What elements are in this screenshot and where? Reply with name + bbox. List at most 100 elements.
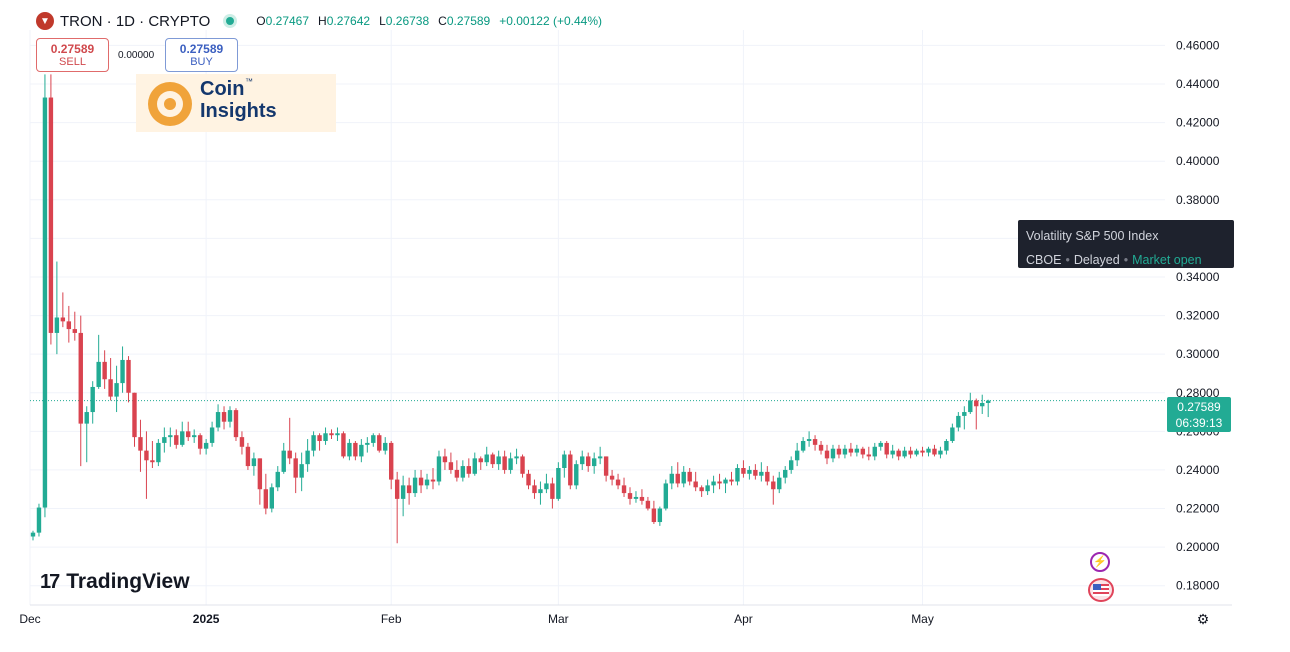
candle — [926, 446, 931, 457]
tradingview-mark-icon: 17 — [40, 570, 60, 593]
candle — [580, 450, 585, 470]
candle-body — [257, 458, 263, 490]
candle — [203, 439, 209, 455]
candle — [335, 427, 340, 441]
candle — [359, 439, 364, 463]
candle-body — [502, 456, 507, 470]
candle-body — [478, 458, 483, 463]
candle-body — [406, 485, 412, 494]
candle-body — [591, 458, 597, 467]
candle-body — [675, 473, 680, 484]
candle-body — [305, 450, 310, 465]
candle-body — [460, 466, 466, 478]
candle-body — [878, 442, 883, 447]
candle — [102, 350, 107, 389]
candle-body — [144, 450, 149, 461]
candle — [478, 456, 483, 470]
candle-body — [651, 508, 657, 523]
candle — [156, 439, 161, 467]
candle — [771, 475, 776, 505]
candle-body — [794, 450, 800, 461]
candle-body — [824, 450, 830, 459]
candle — [842, 444, 848, 459]
candle — [759, 462, 764, 482]
candle — [824, 444, 830, 465]
candle-body — [293, 458, 298, 478]
candle-body — [687, 471, 692, 482]
candle-body — [281, 450, 286, 472]
y-tick-label: 0.30000 — [1176, 347, 1220, 361]
candle — [466, 458, 472, 478]
tradingview-logo[interactable]: 17 TradingView — [40, 570, 190, 594]
candle-body — [150, 460, 155, 463]
candle-body — [956, 415, 961, 428]
candle-body — [621, 485, 627, 494]
candle — [681, 466, 686, 488]
candle — [317, 433, 322, 451]
tron-icon: ▼ — [36, 12, 54, 30]
price-axis[interactable]: 0.460000.440000.420000.400000.380000.360… — [1176, 38, 1220, 592]
candle — [412, 469, 418, 497]
settings-gear-icon[interactable]: ⚙ — [1196, 611, 1210, 627]
candle-body — [711, 481, 716, 486]
y-tick-label: 0.24000 — [1176, 463, 1220, 477]
candle-body — [42, 97, 48, 508]
candle — [400, 475, 406, 517]
candle — [920, 446, 925, 457]
candle-body — [329, 433, 334, 436]
watermark-line2: Insights — [200, 100, 277, 122]
candle-body — [371, 435, 376, 443]
event-us-flag-icon[interactable] — [1088, 578, 1114, 602]
candle-body — [132, 392, 137, 438]
candle — [215, 404, 221, 432]
candle-body — [191, 435, 197, 438]
candle — [275, 466, 280, 492]
candle-body — [472, 458, 477, 474]
candle — [950, 423, 955, 443]
candle — [884, 440, 889, 459]
coin-insights-watermark: Coin ™ Insights — [136, 74, 336, 132]
candle — [788, 456, 794, 474]
candle-body — [657, 508, 663, 523]
candle-body — [156, 442, 161, 463]
candle-body — [580, 456, 585, 465]
candle-body — [436, 456, 442, 482]
candle-body — [962, 412, 967, 416]
candle — [878, 440, 883, 451]
time-axis[interactable]: Dec 2025 Feb Mar Apr May — [19, 612, 934, 626]
candle — [699, 485, 704, 497]
candle — [150, 440, 155, 469]
candle-body — [430, 479, 436, 482]
candle — [377, 433, 382, 453]
candle-body — [771, 481, 776, 490]
buy-price: 0.27589 — [179, 42, 224, 56]
candle-body — [400, 485, 406, 499]
symbol-title[interactable]: TRON · 1D · CRYPTO — [60, 12, 211, 30]
candle-body — [693, 481, 698, 488]
candle — [723, 477, 728, 494]
candle-body — [227, 410, 233, 422]
candle — [36, 503, 42, 537]
sell-button[interactable]: 0.27589 SELL — [36, 38, 109, 72]
candle-body — [418, 477, 424, 486]
candle — [490, 452, 495, 469]
price-grid — [29, 30, 1165, 605]
candle-body — [574, 464, 579, 486]
buy-button[interactable]: 0.27589 BUY — [165, 38, 238, 72]
event-lightning-icon[interactable]: ⚡ — [1090, 552, 1110, 572]
candle-body — [514, 456, 519, 459]
candle-body — [562, 454, 567, 469]
candle — [794, 442, 800, 467]
candle-body — [269, 487, 274, 509]
candle-body — [84, 412, 89, 424]
candle-body — [926, 448, 931, 453]
tooltip-details: CBOE • Delayed • Market open — [1026, 253, 1202, 267]
candle — [472, 452, 477, 476]
candle-body — [848, 448, 854, 453]
candle-body — [209, 427, 215, 443]
candle-body — [544, 483, 549, 490]
candle — [968, 392, 973, 414]
tooltip-status: Delayed — [1073, 253, 1120, 267]
candle — [621, 477, 627, 497]
